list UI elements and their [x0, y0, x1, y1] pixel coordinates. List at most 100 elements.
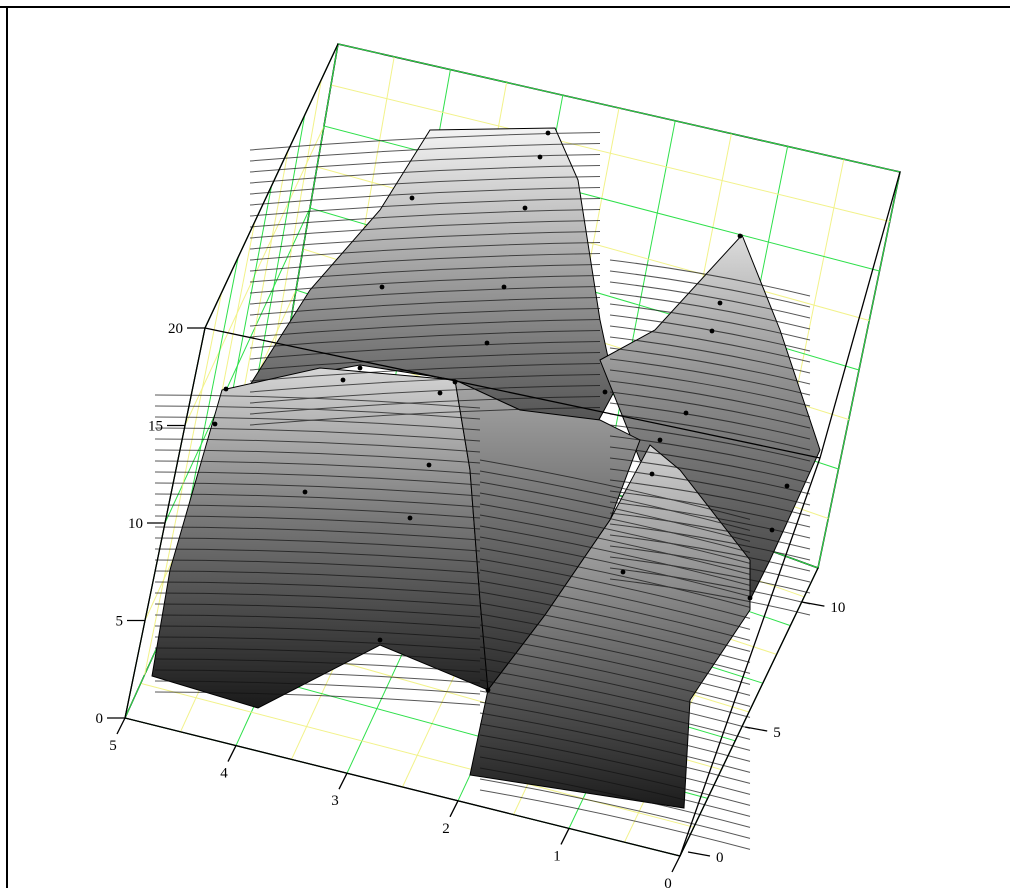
surface-point — [620, 569, 626, 575]
contour-line — [249, 407, 601, 426]
surface-point — [737, 233, 743, 239]
surface — [151, 127, 821, 850]
contour-line — [249, 209, 601, 228]
surface-point — [683, 410, 689, 416]
contour-line — [609, 545, 811, 583]
contour-line — [154, 471, 481, 486]
z-tick-label: 10 — [128, 516, 143, 532]
contour-line — [249, 242, 601, 261]
contour-line — [154, 625, 481, 640]
x-tick-label: 4 — [220, 766, 228, 782]
contour-line — [249, 165, 601, 184]
contour-line — [249, 341, 601, 360]
contour-line — [154, 603, 481, 618]
contour-line — [249, 132, 601, 151]
contour-line — [479, 591, 751, 652]
surface-point — [784, 483, 790, 489]
y-tick-label: 5 — [773, 725, 781, 741]
contour-line — [609, 303, 811, 341]
contour-line — [609, 424, 811, 462]
contour-line — [154, 416, 481, 431]
contour-line — [479, 756, 751, 817]
contour-line — [609, 270, 811, 308]
contour-line — [479, 778, 751, 839]
contour-line — [479, 492, 751, 553]
contour-line — [609, 347, 811, 385]
contour-line — [154, 526, 481, 541]
contour-line — [154, 647, 481, 662]
surface-point — [340, 377, 346, 383]
contour-line — [609, 402, 811, 440]
contour-line — [609, 391, 811, 429]
surface-point — [212, 421, 218, 427]
contour-line — [609, 556, 811, 594]
contour-line — [609, 336, 811, 374]
x-tick-label: 2 — [442, 821, 450, 837]
contour-line — [154, 691, 481, 706]
surface-point — [426, 462, 432, 468]
window-top-border — [0, 6, 1010, 8]
surface-point — [657, 437, 663, 443]
surface-point — [409, 195, 415, 201]
contour-line — [249, 253, 601, 272]
box-edges — [124, 43, 901, 857]
surface-point — [379, 284, 385, 290]
y-tick-label: 0 — [716, 850, 724, 866]
surface-point — [302, 489, 308, 495]
contour-line — [479, 536, 751, 597]
surface-point — [223, 386, 229, 392]
contour-line — [609, 446, 811, 484]
surface-point — [747, 595, 753, 601]
contour-line — [479, 470, 751, 531]
contour-line — [479, 657, 751, 718]
contour-line — [609, 468, 811, 506]
contour-line — [479, 789, 751, 850]
contour-line — [249, 198, 601, 217]
surface-point — [437, 390, 443, 396]
contour-line — [154, 438, 481, 453]
x-tick-label: 1 — [553, 848, 561, 864]
x-tick — [449, 800, 459, 818]
contour-line — [479, 459, 751, 520]
surface-point — [709, 328, 715, 334]
contour-line — [609, 281, 811, 319]
contour-line — [609, 501, 811, 539]
contour-line — [154, 427, 481, 442]
surface-point — [484, 340, 490, 346]
contour-line — [154, 537, 481, 552]
y-tick — [745, 726, 768, 732]
z-tick-label: 15 — [148, 419, 163, 435]
contour-line — [249, 297, 601, 316]
contour-line — [609, 534, 811, 572]
contour-line — [249, 330, 601, 349]
contour-line — [479, 602, 751, 663]
contour-line — [479, 701, 751, 762]
contour-line — [479, 734, 751, 795]
contour-line — [249, 385, 601, 404]
contour-line — [479, 514, 751, 575]
contour-line — [609, 380, 811, 418]
contour-line — [609, 512, 811, 550]
contour-line — [609, 259, 811, 297]
contour-line — [154, 658, 481, 673]
contour-line — [479, 624, 751, 685]
contour-line — [154, 669, 481, 684]
x-tick-label: 0 — [664, 876, 672, 888]
x-axis: 0 1 2 3 4 5 — [109, 717, 681, 888]
contour-line — [249, 308, 601, 327]
contour-line — [154, 482, 481, 497]
contour-line — [249, 374, 601, 393]
contour-line — [479, 712, 751, 773]
contour-line — [154, 636, 481, 651]
window-left-border — [6, 6, 8, 888]
surface-point — [522, 205, 528, 211]
contour-line — [154, 570, 481, 585]
z-axis: 0 5 10 15 20 — [96, 321, 205, 727]
surface-point — [602, 389, 608, 395]
contour-line — [479, 690, 751, 751]
contour-line — [609, 325, 811, 363]
contour-line — [479, 613, 751, 674]
x-tick-label: 5 — [109, 738, 117, 754]
contour-line — [249, 319, 601, 338]
surface-point — [545, 130, 551, 136]
